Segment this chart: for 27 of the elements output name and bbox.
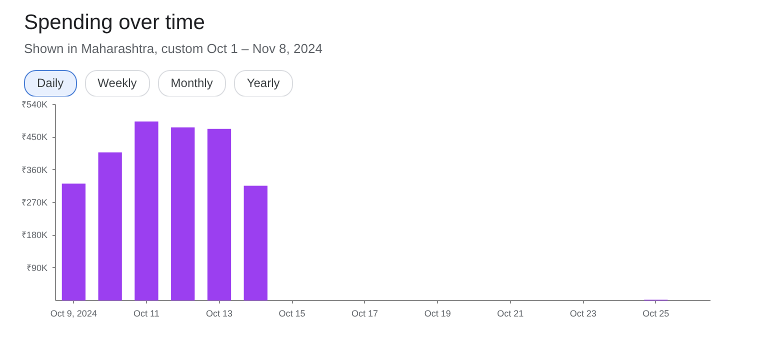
chart-title: Spending over time xyxy=(24,10,205,36)
text: Weekly xyxy=(84,70,150,98)
bar xyxy=(62,184,86,300)
bar xyxy=(207,128,232,300)
y-tick-label: ₹270K xyxy=(21,198,48,208)
text: Daily xyxy=(24,70,77,98)
y-tick-label: ₹90K xyxy=(26,262,48,273)
y-tick-label: ₹450K xyxy=(21,132,48,142)
y-tick-label: ₹360K xyxy=(21,164,48,175)
x-tick-label: Oct 17 xyxy=(352,308,378,318)
x-tick-label: Oct 19 xyxy=(424,308,451,318)
y-tick-label: ₹540K xyxy=(21,100,48,110)
x-tick-label: Oct 11 xyxy=(134,308,160,318)
x-tick-label: Oct 15 xyxy=(278,308,306,318)
bar xyxy=(244,186,268,300)
text: Monthly xyxy=(158,70,226,98)
bar xyxy=(134,122,158,300)
x-tick-label: Oct 21 xyxy=(497,308,524,318)
x-tick-label: Oct 25 xyxy=(642,308,670,318)
chart-subtitle: Shown in Maharashtra, custom Oct 1 – Nov 8, 2024 xyxy=(24,40,322,58)
x-tick-label: Oct 9, 2024 xyxy=(50,308,97,318)
text: Yearly xyxy=(234,70,293,98)
x-tick-label: Oct 13 xyxy=(206,308,233,318)
bar xyxy=(171,127,195,300)
y-tick-label: ₹180K xyxy=(21,230,48,240)
bar xyxy=(98,152,122,300)
x-tick-label: Oct 23 xyxy=(570,308,596,318)
